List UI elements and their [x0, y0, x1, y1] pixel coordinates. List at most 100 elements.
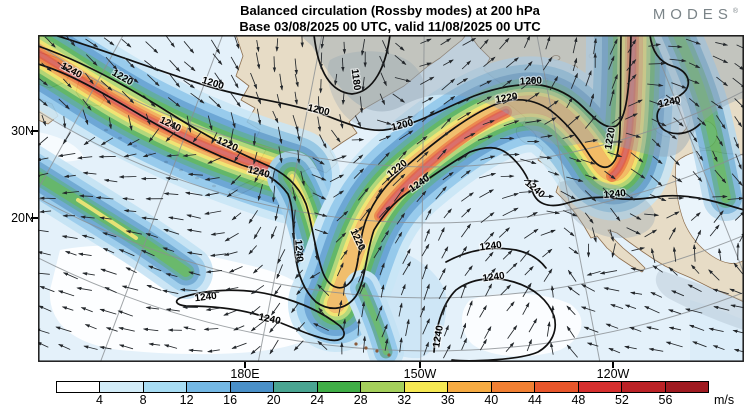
wind-arrow [583, 326, 599, 333]
wind-arrow [57, 152, 76, 158]
wind-arrow [438, 227, 445, 241]
wind-arrow [420, 38, 432, 44]
wind-arrow [379, 93, 385, 106]
wind-arrow [209, 253, 227, 257]
wind-arrow [443, 208, 452, 219]
wind-arrow [58, 344, 71, 350]
wind-arrow [359, 96, 364, 114]
wind-arrow [568, 246, 579, 255]
wind-arrow [441, 78, 456, 91]
wind-arrow [439, 267, 446, 281]
wind-arrow [339, 114, 344, 129]
wind-arrow [545, 35, 551, 50]
wind-arrow [84, 324, 97, 330]
wind-arrow [317, 116, 322, 132]
wind-arrow [479, 189, 495, 198]
wind-arrow [690, 212, 701, 221]
wind-arrow [183, 61, 196, 72]
wind-arrow [144, 60, 159, 72]
wind-arrow [99, 216, 112, 220]
wind-arrow [188, 348, 203, 353]
wind-arrow [524, 35, 531, 48]
wind-arrow [550, 341, 554, 355]
wind-arrow [580, 159, 596, 165]
wind-arrow [272, 110, 279, 124]
wind-arrow [230, 92, 241, 108]
wind-arrow [79, 194, 94, 198]
wind-arrow [118, 326, 135, 332]
wind-arrow [718, 247, 722, 261]
wind-arrow [690, 131, 698, 143]
wind-arrow [567, 286, 580, 296]
wind-arrow [437, 148, 447, 160]
wind-arrow [272, 56, 277, 73]
wind-arrow [610, 207, 621, 222]
wind-arrow [38, 172, 49, 177]
wind-arrow [464, 132, 476, 139]
wind-arrow [570, 72, 578, 89]
wind-arrow [461, 192, 474, 202]
wind-arrow [394, 77, 412, 83]
wind-arrow [80, 307, 93, 313]
wind-arrow [669, 58, 687, 63]
wind-arrow [225, 287, 239, 291]
wind-arrow [629, 291, 643, 295]
wind-arrow [507, 325, 518, 339]
lon-label-180e: 180E [230, 367, 260, 381]
wind-arrow [62, 272, 78, 280]
wind-arrow [234, 149, 243, 162]
wind-arrow [525, 92, 540, 103]
colorbar-tick-label: 12 [179, 393, 194, 407]
wind-arrow [716, 135, 724, 147]
wind-arrow [607, 151, 623, 158]
colorbar-cell [100, 382, 144, 392]
wind-arrow [103, 37, 115, 46]
wind-arrow [708, 269, 720, 281]
wind-arrow [336, 262, 344, 277]
wind-arrow [477, 135, 493, 141]
wind-arrow [729, 288, 742, 295]
wind-arrow [631, 247, 646, 252]
wind-arrow [457, 153, 469, 162]
wind-arrow [204, 177, 220, 181]
wind-arrow [479, 80, 492, 87]
wind-arrow [649, 100, 663, 106]
wind-arrow [609, 229, 614, 242]
wind-arrow [311, 174, 327, 181]
wind-arrow [83, 136, 96, 146]
wind-arrow [252, 264, 263, 274]
wind-arrow [77, 156, 93, 160]
wind-arrow [145, 233, 158, 238]
wind-arrow [378, 205, 391, 218]
wind-arrow [252, 133, 257, 147]
wind-arrow [341, 57, 345, 72]
wind-arrow [439, 131, 450, 139]
wind-arrow [207, 156, 223, 164]
contour-label: 1220 [495, 91, 519, 106]
wind-arrow [611, 243, 616, 258]
wind-arrow [502, 207, 519, 217]
wind-arrow [524, 61, 533, 71]
wind-arrow [462, 37, 477, 46]
wind-arrow [205, 269, 223, 274]
wind-arrow [103, 178, 118, 183]
wind-arrow [121, 285, 139, 291]
wind-arrows [38, 35, 744, 359]
wind-arrow [354, 225, 364, 236]
colorbar-tick-label: 32 [397, 393, 412, 407]
wind-arrow [226, 189, 238, 198]
wind-arrow [443, 344, 451, 359]
wind-arrow [296, 286, 305, 296]
wind-arrow [377, 152, 390, 165]
wind-arrow [584, 212, 594, 224]
wind-arrow [482, 120, 495, 125]
wind-arrow [271, 185, 276, 203]
colorbar-tick-label: 40 [484, 393, 499, 407]
wind-arrow [520, 158, 537, 164]
wind-arrow [650, 194, 667, 202]
colorbar-cell [535, 382, 579, 392]
wind-arrow [353, 168, 365, 179]
wind-arrow [82, 98, 92, 111]
wind-arrow [546, 321, 551, 337]
